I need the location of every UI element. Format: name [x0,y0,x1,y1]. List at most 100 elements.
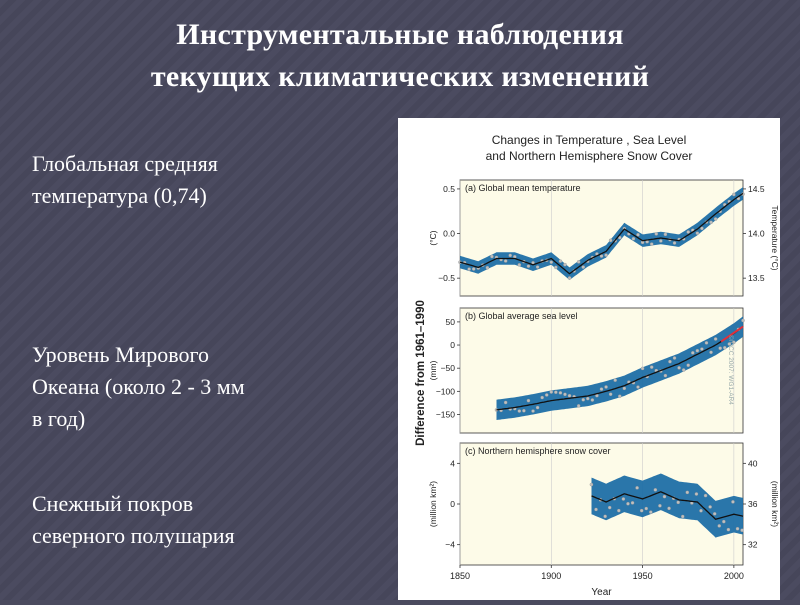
y-tick-label: 50 [446,317,456,327]
data-point [659,239,663,243]
data-point [722,519,726,524]
figure-title-line-1: Changes in Temperature , Sea Level [492,133,687,147]
data-point [672,356,677,360]
data-point [636,385,640,389]
y-tick-label: 0 [450,499,455,509]
data-point [589,482,594,487]
data-point [709,350,713,355]
data-point [586,396,590,401]
y-tick-label-right: 36 [748,499,758,509]
data-point [526,264,531,268]
data-point [649,510,653,514]
data-point [704,341,709,345]
climate-chart-svg: Changes in Temperature , Sea Level and No… [415,133,780,598]
data-point [649,365,654,369]
y-tick-label-right: 13.5 [748,273,765,283]
data-point [471,267,476,271]
data-point [576,404,581,408]
panel-title: (a) Global mean temperature [465,183,581,193]
data-point [618,394,622,398]
data-point [717,524,722,528]
x-tick-label: 2000 [724,571,744,581]
data-point [607,505,612,510]
panel-y-axis-label: (°C) [428,230,438,245]
data-point [558,259,563,263]
y-tick-label: 0.5 [443,184,455,194]
bullet-line: Океана (около 2 - 3 мм [32,374,245,399]
data-point [694,492,699,496]
data-point [731,500,735,504]
data-point [549,390,554,394]
data-point [544,393,549,397]
y-tick-label: 0.0 [443,229,455,239]
data-point [644,506,648,511]
data-point [658,504,662,508]
data-point [522,408,526,413]
data-point [608,392,613,396]
y-tick-label-right: 40 [748,458,758,468]
data-point [517,263,522,267]
data-point [626,501,630,506]
data-point [535,405,540,410]
bullet-line: температура (0,74) [32,183,207,208]
panel-title: (b) Global average sea level [465,311,578,321]
panel-y-axis-label: (million km²) [428,481,438,527]
panel-y-axis-label: (mm) [428,360,438,380]
data-point [503,259,508,263]
bullet-line: Уровень Мирового [32,342,210,367]
data-point [703,493,708,498]
data-point [662,494,667,499]
series-line [591,491,744,521]
uncertainty-band [591,473,743,538]
data-point [708,505,712,509]
data-point [581,398,585,402]
y-tick-label-right: 14.5 [748,184,765,194]
data-point [599,254,604,258]
data-point [617,508,621,513]
data-point [540,395,544,400]
data-point [667,506,671,511]
data-point [718,346,722,350]
y-tick-label-right: 14.0 [748,229,765,239]
bullet-line: в год) [32,406,86,431]
data-point [672,241,677,245]
y-tick-label: −150 [436,409,455,419]
data-point [517,409,522,413]
data-point [581,265,585,269]
climate-figure: Changes in Temperature , Sea Level and No… [398,118,780,600]
data-point [686,230,690,234]
data-point [549,260,554,264]
data-point [699,509,703,513]
data-point [630,501,635,505]
x-tick-label: 1950 [633,571,653,581]
data-point [599,387,604,391]
data-point [740,528,744,532]
data-point [676,500,680,505]
data-point [604,253,608,257]
data-point [695,348,700,353]
data-point [622,386,627,391]
data-point [613,378,617,382]
data-point [558,391,563,395]
x-tick-label: 1900 [541,571,561,581]
data-point [563,392,567,397]
data-point [712,512,717,516]
data-point [567,276,572,280]
y-tick-label: −50 [441,363,456,373]
data-point [741,318,745,323]
ipcc-watermark: ©IPCC 2007: WG1-AR4 [727,335,735,405]
data-point [635,486,639,490]
title-line-1: Инструментальные наблюдения [176,18,624,51]
data-point [732,192,736,197]
data-point [709,220,713,225]
data-point [590,398,595,402]
data-point [691,351,695,355]
satellite-segment [720,325,744,343]
data-point [695,231,700,235]
data-point [639,508,644,513]
data-point [604,385,608,389]
slide-title: Инструментальные наблюдения текущих клим… [0,14,800,98]
data-point [535,265,540,269]
data-point [685,490,690,495]
y-tick-label: 0 [450,340,455,350]
